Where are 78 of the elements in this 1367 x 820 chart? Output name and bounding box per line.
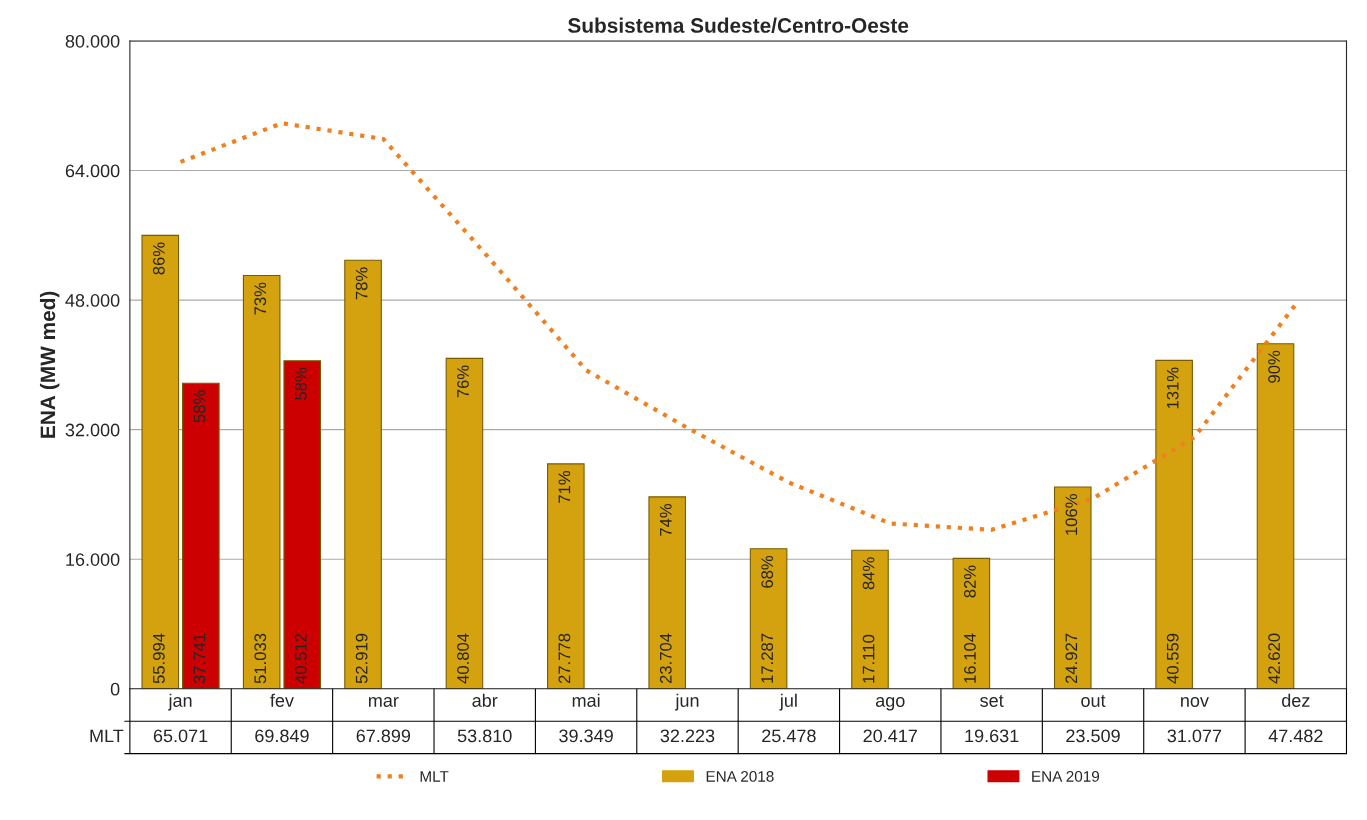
annotation: 84%: [862, 557, 875, 590]
x-tick-label: mar: [368, 697, 399, 707]
x-tick-label: jul: [779, 693, 797, 711]
x-tick-label: out: [1081, 695, 1106, 707]
data-label: 16.104: [964, 633, 976, 683]
bar: [344, 259, 382, 689]
data-label: 40.559: [1166, 633, 1179, 684]
data-label: 65.071: [153, 729, 208, 743]
bar: [1053, 486, 1092, 689]
annotation: 58%: [193, 390, 206, 423]
annotation: 78%: [355, 267, 368, 300]
data-label: 67.899: [356, 729, 411, 743]
y-axis-title: ENA (MW med): [39, 291, 60, 438]
bar: [851, 549, 889, 689]
data-label: 27.778: [558, 633, 571, 684]
annotation: 71%: [558, 470, 571, 503]
bar: [283, 360, 322, 689]
bar: [1155, 359, 1193, 689]
data-label: 69.849: [255, 729, 309, 743]
y-tick-label: 80.000: [65, 34, 120, 48]
legend-label: ENA 2019: [1032, 770, 1100, 782]
data-label: 52.919: [355, 633, 368, 684]
legend-label: MLT: [420, 771, 449, 782]
data-label: 17.110: [862, 634, 875, 683]
data-label: 51.033: [254, 633, 267, 684]
data-label: 31.077: [1167, 729, 1222, 743]
x-tick-label: set: [980, 695, 1004, 707]
bar: [952, 557, 991, 689]
data-label: 37.741: [193, 633, 206, 684]
bar: [182, 382, 220, 689]
annotation: 86%: [152, 242, 165, 275]
data-label: 42.620: [1268, 633, 1280, 684]
x-tick-label: dez: [1282, 693, 1310, 707]
data-label: 55.994: [152, 633, 165, 684]
annotation: 73%: [254, 282, 267, 315]
annotation: 82%: [964, 565, 976, 598]
annotation: 76%: [457, 365, 469, 398]
bar: [749, 548, 788, 689]
data-label: 24.927: [1065, 633, 1078, 684]
data-label: 17.287: [761, 633, 774, 683]
y-tick-label: 48.000: [65, 294, 120, 307]
data-label: 23.704: [659, 633, 672, 684]
bar: [547, 463, 585, 689]
y-tick-label: 16.000: [66, 553, 120, 566]
annotation: 58%: [294, 367, 307, 400]
legend-label: ENA 2018: [706, 770, 774, 782]
x-tick-label: mai: [572, 693, 600, 707]
x-tick-label: fev: [270, 693, 294, 707]
annotation: 74%: [659, 503, 672, 536]
x-tick-label: jun: [675, 693, 699, 711]
data-label: 20.417: [863, 729, 917, 743]
x-tick-label: abr: [472, 693, 498, 707]
data-label: 19.631: [965, 729, 1019, 743]
annotation: 106%: [1065, 494, 1078, 535]
data-label: 53.810: [457, 729, 512, 743]
y-tick-label: 32.000: [65, 423, 120, 437]
bar: [1256, 343, 1295, 689]
x-tick-label: nov: [1181, 697, 1209, 707]
data-label: 39.349: [559, 729, 613, 743]
data-label: 25.478: [762, 729, 816, 743]
annotation: 68%: [761, 555, 774, 588]
data-label: 32.223: [660, 729, 715, 743]
bar: [648, 496, 687, 689]
chart-title: Subsistema Sudeste/Centro-Oeste: [568, 17, 909, 34]
annotation: 90%: [1268, 350, 1280, 383]
data-label: 40.512: [294, 633, 307, 684]
bar: [141, 234, 180, 689]
annotation: 131%: [1166, 367, 1179, 409]
text: MLT: [90, 729, 124, 743]
data-label: 23.509: [1066, 729, 1120, 743]
data-label: 40.804: [457, 633, 469, 684]
bar: [242, 275, 281, 689]
data-label: 47.482: [1268, 729, 1323, 743]
y-tick-label: 64.000: [65, 164, 120, 178]
y-tick-label: 0: [110, 682, 120, 696]
x-tick-label: ago: [875, 697, 905, 711]
x-tick-label: jan: [168, 693, 192, 711]
bar: [445, 357, 484, 689]
